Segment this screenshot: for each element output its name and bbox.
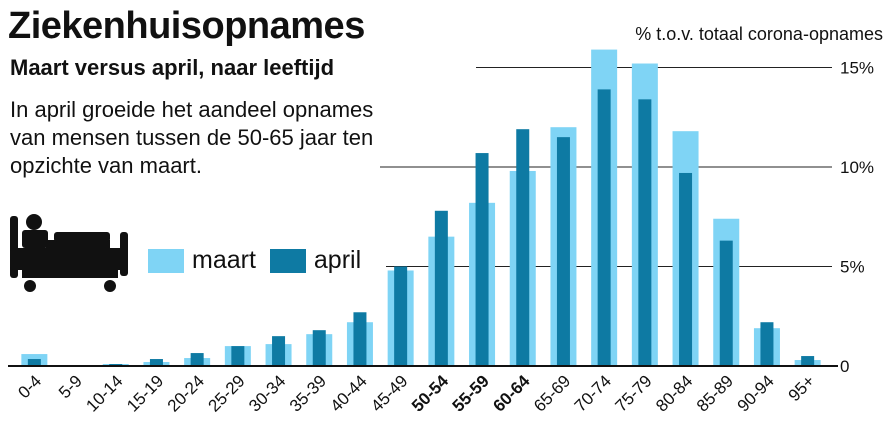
x-tick-label: 25-29 (204, 371, 248, 415)
x-tick-label: 90-94 (734, 371, 778, 415)
legend-swatch-maart (148, 248, 184, 273)
bar-april (801, 356, 815, 366)
y-tick-label: 15% (840, 59, 874, 78)
bar-april (597, 89, 611, 366)
hospital-bed-icon (10, 214, 128, 292)
x-tick-label: 5-9 (55, 371, 86, 402)
x-tick-label: 65-69 (530, 371, 574, 415)
bar-april (190, 353, 204, 366)
page-title: Ziekenhuisopnames (8, 5, 365, 47)
bar-april (638, 99, 652, 366)
x-tick-label: 10-14 (82, 371, 126, 415)
subtitle: Maart versus april, naar leeftijd (10, 55, 335, 80)
x-tick-label: 75-79 (611, 371, 655, 415)
x-tick-label: 55-59 (449, 371, 493, 415)
x-tick-label: 35-39 (286, 371, 330, 415)
legend-swatch-april (269, 248, 306, 273)
bar-april (149, 359, 163, 366)
bar-april (679, 172, 693, 366)
bar-april (516, 129, 530, 366)
x-tick-label: 15-19 (123, 371, 167, 415)
legend-item-april: april (269, 246, 362, 275)
x-tick-label: 40-44 (327, 371, 371, 415)
x-tick-label: 70-74 (571, 371, 615, 415)
x-tick-label: 60-64 (489, 371, 534, 416)
bar-april (475, 153, 489, 366)
intro-text: In april groeide het aandeel opnames van… (10, 97, 374, 178)
x-tick-label: 50-54 (408, 371, 453, 416)
bar-april (760, 322, 774, 366)
chart-legend: maart april (148, 246, 375, 275)
unit-label: % t.o.v. totaal corona-opnames (635, 24, 883, 44)
x-tick-label: 80-84 (652, 371, 696, 415)
bar-april (231, 346, 245, 366)
y-tick-label: 0 (840, 357, 849, 376)
y-tick-label: 10% (840, 158, 874, 177)
x-tick-label: 85-89 (693, 371, 737, 415)
bar-april (394, 266, 408, 366)
x-tick-label: 20-24 (164, 371, 208, 415)
bar-april (27, 359, 41, 366)
legend-label-maart: maart (192, 246, 256, 274)
x-tick-label: 0-4 (14, 371, 45, 402)
legend-label-april: april (313, 246, 362, 274)
x-tick-label: 95+ (785, 371, 819, 405)
legend-item-maart: maart (148, 246, 256, 275)
x-tick-label: 30-34 (245, 371, 289, 415)
y-tick-label: 5% (840, 258, 865, 277)
bar-april (272, 336, 286, 366)
bar-april (556, 137, 570, 366)
bar-april (434, 210, 448, 366)
x-tick-label: 45-49 (367, 371, 411, 415)
bar-april (719, 240, 733, 366)
bar-april (353, 312, 367, 366)
bar-april (312, 330, 326, 366)
